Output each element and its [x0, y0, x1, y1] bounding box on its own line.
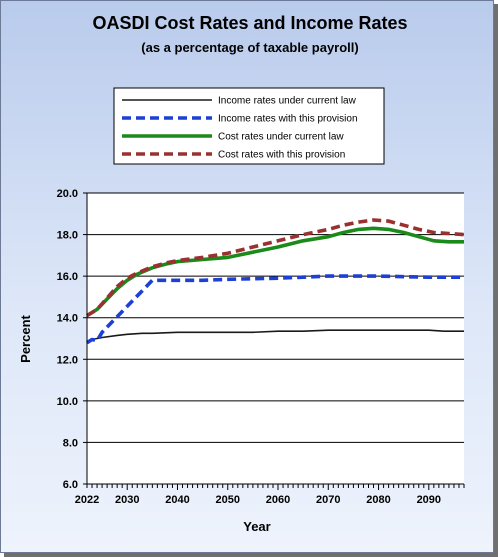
axes — [83, 192, 465, 490]
x-tick-label-4: 2060 — [266, 494, 290, 506]
plot-area — [87, 193, 464, 484]
legend-label-3: Cost rates with this provision — [218, 150, 345, 161]
x-axis-label: Year — [243, 519, 270, 534]
y-tick-label-4: 14.0 — [57, 313, 78, 325]
series-line-0 — [86, 329, 464, 343]
legend: Income rates under current law Income rat… — [113, 87, 385, 165]
x-tick-label-0: 2022 — [75, 494, 99, 506]
x-tick-label-6: 2080 — [366, 494, 390, 506]
y-tick-label-2: 10.0 — [57, 396, 78, 408]
legend-label-1: Income rates with this provision — [218, 114, 358, 125]
y-tick-label-1: 8.0 — [63, 437, 78, 449]
legend-label-2: Cost rates under current law — [218, 132, 344, 143]
y-tick-label-0: 6.0 — [63, 479, 78, 491]
series-layer — [86, 218, 465, 345]
series-line-3 — [86, 218, 465, 318]
x-tick-label-1: 2030 — [115, 494, 139, 506]
x-tick-label-2: 2040 — [165, 494, 189, 506]
y-axis-label: Percent — [18, 314, 33, 362]
legend-label-0: Income rates under current law — [218, 96, 357, 107]
x-tick-label-5: 2070 — [316, 494, 340, 506]
y-tick-label-7: 20.0 — [57, 188, 78, 200]
y-tick-labels: 6.0 8.0 10.0 12.0 14.0 16.0 18.0 20.0 — [57, 188, 78, 491]
y-tick-label-5: 16.0 — [57, 271, 78, 283]
x-tick-labels: 2022 2030 2040 2050 2060 2070 2080 2090 — [75, 494, 441, 506]
series-line-2 — [86, 226, 464, 318]
chart-title: OASDI Cost Rates and Income Rates — [92, 13, 407, 33]
chart-subtitle: (as a percentage of taxable payroll) — [141, 40, 358, 55]
x-tick-label-7: 2090 — [417, 494, 441, 506]
x-tick-label-3: 2050 — [216, 494, 240, 506]
series-line-1 — [86, 274, 464, 345]
y-tick-label-6: 18.0 — [57, 230, 78, 242]
y-tick-label-3: 12.0 — [57, 354, 78, 366]
